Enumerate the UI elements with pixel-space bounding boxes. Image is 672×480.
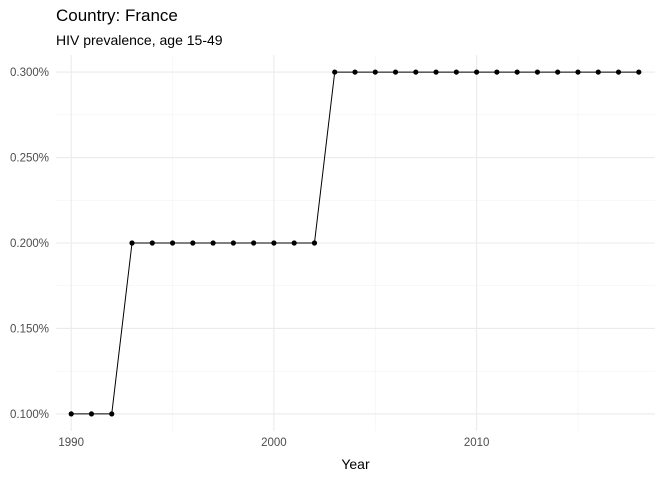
data-point (109, 411, 115, 417)
data-point (392, 69, 399, 75)
data-point (88, 411, 95, 417)
data-point (453, 69, 459, 75)
data-point (413, 69, 419, 75)
data-point (332, 69, 338, 75)
y-axis-tick-labels: 0.100% 0.150% 0.200% 0.250% 0.300% (10, 67, 49, 421)
chart-title: Country: France (56, 6, 178, 25)
data-point (494, 69, 500, 75)
data-point (129, 240, 135, 246)
x-tick-label: 2000 (261, 437, 287, 449)
data-point (636, 69, 642, 75)
x-tick-label: 2010 (464, 437, 490, 449)
data-points (68, 69, 642, 417)
data-point (555, 69, 561, 75)
data-point (575, 69, 581, 75)
data-point (514, 69, 520, 75)
data-point (433, 69, 439, 75)
data-point (210, 240, 216, 246)
x-axis-tick-labels: 1990 2000 2010 (58, 437, 489, 449)
data-point (190, 240, 196, 246)
data-point (271, 240, 277, 246)
chart-subtitle: HIV prevalence, age 15-49 (56, 32, 223, 48)
x-tick-label: 1990 (58, 437, 84, 449)
data-point (68, 411, 74, 417)
data-point (230, 240, 236, 246)
data-point (149, 240, 155, 246)
y-tick-label: 0.300% (10, 67, 49, 79)
y-tick-label: 0.100% (10, 409, 49, 421)
data-point (595, 69, 601, 75)
data-point (352, 69, 358, 75)
data-point (251, 240, 257, 246)
x-axis-title: Year (341, 456, 370, 472)
data-point (291, 240, 297, 246)
data-point (474, 69, 480, 75)
y-tick-label: 0.250% (10, 153, 49, 165)
data-point (311, 240, 318, 246)
data-point (615, 69, 622, 75)
data-point (372, 69, 378, 75)
data-point (534, 69, 541, 75)
y-tick-label: 0.150% (10, 323, 49, 335)
data-point (169, 240, 176, 246)
y-tick-label: 0.200% (10, 238, 49, 250)
